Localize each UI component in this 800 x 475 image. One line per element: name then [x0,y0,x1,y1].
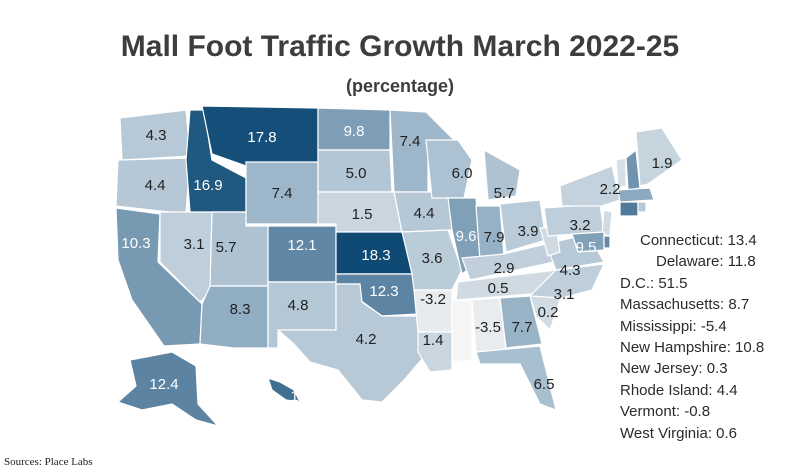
state-label-south-carolina: 0.2 [538,304,559,321]
state-label-georgia: 7.7 [512,319,533,336]
state-label-colorado: 12.1 [287,237,316,254]
state-label-missouri: 3.6 [422,250,443,267]
state-label-maryland: 9.5 [576,239,597,256]
state-label-south-dakota: 5.0 [346,165,367,182]
list-item-new-hampshire: New Hampshire: 10.8 [620,339,765,357]
list-item-massachusetts: Massachusetts: 8.7 [620,296,750,314]
state-label-iowa: 4.4 [414,205,435,222]
state-label-minnesota: 7.4 [400,133,421,150]
state-new-york [559,165,621,207]
state-maine [635,127,683,187]
state-label-wisconsin: 6.0 [452,165,473,182]
list-item-new-jersey: New Jersey: 0.3 [620,360,728,378]
state-label-montana: 17.8 [247,129,276,146]
state-label-washington: 4.3 [146,127,167,144]
list-item-rhode-island: Rhode Island: 4.4 [620,381,738,399]
state-label-kentucky: 2.9 [494,260,515,277]
state-label-california: 10.3 [121,235,150,252]
state-label-wyoming: 7.4 [272,185,293,202]
state-delaware [603,235,611,249]
state-label-texas: 4.2 [356,331,377,348]
state-michigan [483,148,521,201]
state-colorado [267,225,337,283]
state-louisiana [417,331,453,373]
state-label-oklahoma: 12.3 [369,283,398,300]
state-label-illinois: 9.6 [456,228,477,245]
state-label-louisiana: 1.4 [423,332,444,349]
state-label-tennessee: 0.5 [488,280,509,297]
map-title: Mall Foot Traffic Growth March 2022-25 [120,30,680,63]
state-label-virginia: 4.3 [560,262,581,279]
list-item-west-virginia: West Virginia: 0.6 [620,424,738,442]
list-item-connecticut: Connecticut: 13.4 [640,232,757,249]
state-label-arkansas: -3.2 [420,291,446,308]
list-item-delaware: Delaware: 11.8 [656,253,756,271]
state-label-arizona: 8.3 [230,301,251,318]
state-label-indiana: 7.9 [484,229,505,246]
state-label-michigan: 5.7 [494,185,515,202]
state-label-kansas: 18.3 [361,247,390,264]
state-florida [475,345,557,411]
state-new-hampshire [625,148,641,191]
state-label-new-york: 2.2 [600,181,621,198]
state-hawaii [267,377,302,403]
state-label-maine: 1.9 [652,155,673,172]
state-label-pennsylvania: 3.2 [570,217,591,234]
state-vermont [615,157,627,189]
state-label-nebraska: 1.5 [352,206,373,223]
source-note: Sources: Place Labs [4,456,93,468]
state-label-idaho: 16.9 [193,177,222,194]
state-maryland [571,231,605,253]
state-mississippi [451,299,473,363]
list-item-d-c: D.C.: 51.5 [620,274,688,292]
list-item-vermont: Vermont: -0.8 [620,403,711,421]
small-states-list: Connecticut: 13.4 Delaware: 11.8 D.C.: 51.… [620,230,764,444]
state-label-utah: 5.7 [216,239,237,256]
state-north-carolina [528,263,605,299]
state-connecticut [619,201,639,217]
state-shapes [115,105,683,428]
state-alaska [116,351,220,428]
state-georgia [499,295,543,349]
state-label-new-mexico: 4.8 [288,297,309,314]
list-item-mississippi: Mississippi: -5.4 [620,317,727,335]
state-massachusetts [617,187,655,203]
state-label-north-carolina: 3.1 [554,286,575,303]
state-label-hawaii: 14.6 [290,388,319,405]
state-label-nevada: 3.1 [184,236,205,253]
state-label-ohio: 3.9 [518,223,539,240]
state-label-alabama: -3.5 [475,319,501,336]
state-labels: 4.3 4.4 10.3 3.1 16.9 17.8 7.4 5.7 8.3 12.1 4.8 9.8… [121,123,672,405]
map-subtitle: (percentage) [345,76,455,96]
state-label-florida: 6.5 [534,376,555,393]
state-rhode-island [637,201,647,213]
state-label-alaska: 12.4 [149,376,178,393]
state-label-north-dakota: 9.8 [344,123,365,140]
state-label-oregon: 4.4 [145,177,166,194]
